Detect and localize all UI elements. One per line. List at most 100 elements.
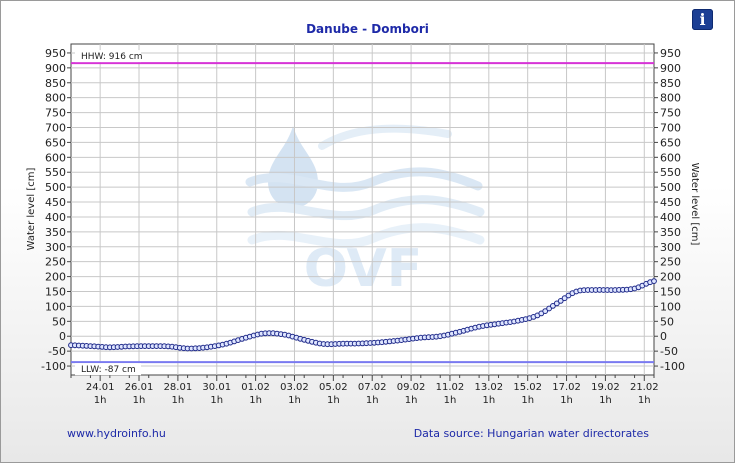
x-tick-date: 15.02	[513, 382, 542, 393]
x-tick-time: 1h	[444, 395, 457, 406]
y-tick-label-right: 800	[660, 92, 681, 105]
y-tick-label-left: -100	[41, 360, 66, 373]
x-tick-time: 1h	[638, 395, 651, 406]
x-tick-date: 17.02	[552, 382, 581, 393]
x-tick-time: 1h	[210, 395, 223, 406]
x-tick-date: 09.02	[397, 382, 426, 393]
x-tick-date: 07.02	[358, 382, 387, 393]
x-tick-time: 1h	[482, 395, 495, 406]
y-tick-label-left: 350	[45, 226, 66, 239]
x-tick-date: 19.02	[591, 382, 620, 393]
y-tick-label-right: 0	[660, 330, 667, 343]
x-tick-time: 1h	[94, 395, 107, 406]
x-tick-date: 30.01	[202, 382, 231, 393]
y-tick-label-right: -100	[660, 360, 685, 373]
reference-lines: HHW: 916 cm LLW: -87 cm	[71, 50, 654, 376]
y-tick-label-left: 0	[59, 330, 66, 343]
y-tick-label-left: 800	[45, 92, 66, 105]
data-point	[557, 298, 564, 304]
y-tick-label-left: -50	[48, 345, 66, 358]
y-tick-label-right: 100	[660, 300, 681, 313]
y-tick-label-left: 550	[45, 166, 66, 179]
x-tick-date: 11.02	[436, 382, 465, 393]
y-tick-label-right: 550	[660, 166, 681, 179]
data-point	[550, 303, 556, 309]
y-tick-label-right: 650	[660, 136, 681, 149]
x-tick-time: 1h	[560, 395, 573, 406]
x-tick-date: 01.02	[241, 382, 270, 393]
y-tick-label-right: 900	[660, 62, 681, 75]
x-tick-date: 24.01	[86, 382, 115, 393]
reference-label-hhw: HHW: 916 cm	[81, 52, 143, 62]
data-point	[542, 308, 549, 315]
x-tick-time: 1h	[366, 395, 379, 406]
y-tick-label-left: 300	[45, 241, 66, 254]
y-tick-label-left: 250	[45, 256, 66, 269]
y-axis-label-right: Water level [cm]	[689, 163, 700, 246]
y-tick-label-right: 850	[660, 77, 681, 90]
y-tick-label-left: 50	[52, 315, 66, 328]
x-tick-date: 21.02	[630, 382, 659, 393]
y-tick-label-left: 600	[45, 151, 66, 164]
series-layer	[68, 278, 657, 352]
x-tick-date: 26.01	[125, 382, 154, 393]
reference-label-bg	[75, 363, 141, 376]
plot-area	[70, 43, 655, 376]
y-tick-label-right: 500	[660, 181, 681, 194]
y-tick-label-left: 950	[45, 47, 66, 60]
y-tick-label-right: 450	[660, 196, 681, 209]
data-point	[561, 295, 568, 302]
y-tick-label-left: 900	[45, 62, 66, 75]
x-tick-date: 28.01	[164, 382, 193, 393]
y-tick-label-left: 750	[45, 107, 66, 120]
info-icon[interactable]: i	[692, 9, 713, 30]
data-point	[651, 278, 657, 285]
y-tick-label-right: 50	[660, 315, 674, 328]
x-tick-time: 1h	[172, 395, 185, 406]
y-tick-label-left: 850	[45, 77, 66, 90]
x-tick-time: 1h	[521, 395, 534, 406]
y-tick-label-right: 150	[660, 286, 681, 299]
y-tick-label-right: 350	[660, 226, 681, 239]
hydroinfo-link[interactable]: www.hydroinfo.hu	[67, 427, 166, 440]
y-tick-label-right: 400	[660, 211, 681, 224]
x-tick-time: 1h	[405, 395, 418, 406]
data-point	[553, 300, 560, 307]
y-tick-label-right: 250	[660, 256, 681, 269]
reference-label-llw: LLW: -87 cm	[81, 365, 136, 375]
y-tick-label-left: 500	[45, 181, 66, 194]
data-point	[546, 305, 552, 312]
y-axis-left: -100-50050100150200250300350400450500550…	[41, 47, 71, 373]
chart-title: Danube - Dombori	[306, 22, 429, 36]
grid-lines	[71, 44, 654, 375]
watermark-wave-icon	[247, 223, 485, 249]
y-tick-label-left: 400	[45, 211, 66, 224]
x-tick-date: 05.02	[319, 382, 348, 393]
x-tick-time: 1h	[133, 395, 146, 406]
x-tick-date: 03.02	[280, 382, 309, 393]
watermark-wave-icon	[318, 124, 452, 150]
y-tick-label-right: -50	[660, 345, 678, 358]
y-tick-label-left: 150	[45, 286, 66, 299]
watermark-text: OVF	[304, 239, 423, 299]
y-tick-label-right: 700	[660, 121, 681, 134]
y-tick-label-right: 950	[660, 47, 681, 60]
x-tick-time: 1h	[327, 395, 340, 406]
y-tick-label-right: 750	[660, 107, 681, 120]
x-tick-time: 1h	[599, 395, 612, 406]
y-tick-label-left: 450	[45, 196, 66, 209]
x-tick-date: 13.02	[474, 382, 503, 393]
y-axis-right: -100-50050100150200250300350400450500550…	[654, 47, 685, 373]
data-source-text: Data source: Hungarian water directorate…	[413, 427, 649, 440]
x-tick-time: 1h	[249, 395, 262, 406]
y-tick-label-left: 200	[45, 271, 66, 284]
y-tick-label-right: 200	[660, 271, 681, 284]
y-tick-label-left: 700	[45, 121, 66, 134]
y-axis-label-left: Water level [cm]	[26, 168, 37, 251]
reference-label-bg	[75, 50, 141, 63]
y-tick-label-right: 600	[660, 151, 681, 164]
y-tick-label-left: 100	[45, 300, 66, 313]
x-axis: 24.01 1h 26.01 1h 28.01 1h 30.01 1h 01.02 1h 03.02…	[70, 375, 659, 406]
y-tick-label-right: 300	[660, 241, 681, 254]
